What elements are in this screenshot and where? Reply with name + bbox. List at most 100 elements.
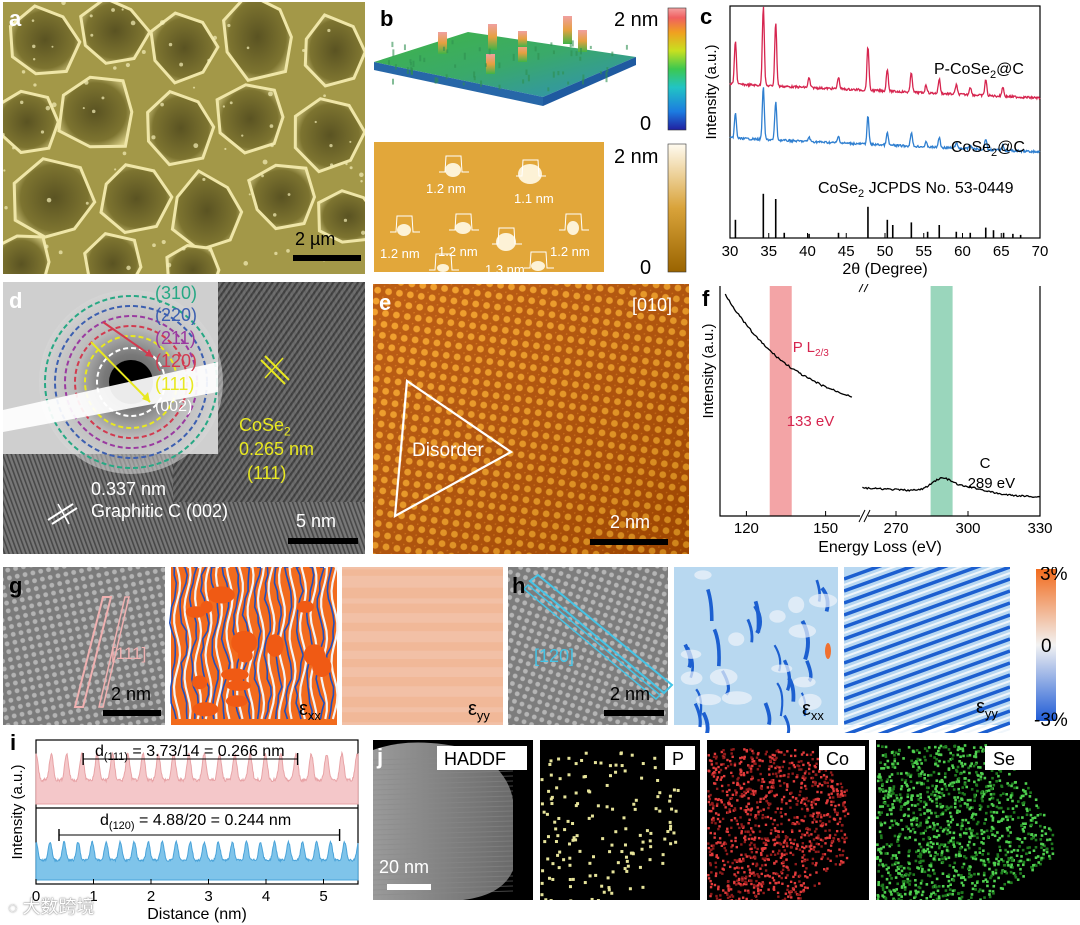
eds-dot-p bbox=[571, 822, 575, 826]
eds-dot-se bbox=[920, 781, 923, 785]
ring-label-211: (211) bbox=[155, 328, 196, 348]
haadf-stripe bbox=[373, 785, 514, 791]
axis-break-mark bbox=[858, 509, 866, 523]
eds-dot-se bbox=[1048, 857, 1052, 860]
eds-dot-se bbox=[956, 748, 960, 752]
y-axis-label: Intensity (a.u.) bbox=[700, 323, 717, 418]
eds-dot-se bbox=[986, 784, 990, 788]
eds-dot-se bbox=[997, 820, 1001, 824]
eds-dot-se bbox=[980, 832, 984, 836]
strain-blob bbox=[303, 644, 326, 666]
eds-dot-se bbox=[938, 780, 942, 784]
eds-dot-co bbox=[746, 812, 749, 816]
eds-dot-se bbox=[910, 796, 913, 800]
eds-dot-se bbox=[970, 834, 974, 838]
eds-dot-co bbox=[723, 863, 726, 867]
eds-dot-co bbox=[733, 858, 737, 862]
eds-dot-co bbox=[777, 771, 781, 774]
strain-light bbox=[696, 693, 722, 706]
panel-label-f: f bbox=[702, 286, 710, 311]
eds-dot-co bbox=[821, 855, 824, 859]
eds-dot-co bbox=[723, 841, 726, 844]
eds-dot-se bbox=[919, 821, 922, 825]
eds-dot-se bbox=[1012, 872, 1016, 875]
eds-dot-se bbox=[952, 866, 955, 869]
strain-contour bbox=[283, 567, 293, 720]
eds-dot-se bbox=[959, 876, 963, 880]
eds-dot-se bbox=[988, 797, 992, 801]
eds-dot-se bbox=[965, 785, 969, 789]
eds-dot-co bbox=[801, 864, 805, 867]
x-tick-label: 35 bbox=[760, 243, 777, 260]
eds-dot-co bbox=[744, 880, 747, 884]
eds-dot-co bbox=[708, 861, 712, 865]
eds-dot-p bbox=[669, 842, 673, 846]
eds-dot-co bbox=[755, 817, 758, 820]
eds-dot-co bbox=[833, 808, 836, 811]
eds-dot-co bbox=[723, 803, 726, 806]
eds-dot-se bbox=[978, 851, 982, 854]
eds-dot-se bbox=[914, 850, 918, 854]
eds-dot-se bbox=[953, 845, 956, 848]
eds-dot-co bbox=[789, 851, 792, 855]
eds-dot-co bbox=[780, 854, 784, 858]
eds-dot-co bbox=[740, 830, 743, 833]
eds-dot-co bbox=[742, 782, 746, 786]
eds-dot-se bbox=[876, 843, 879, 846]
eds-dot-co bbox=[714, 782, 717, 785]
eds-dot-se bbox=[1036, 806, 1040, 810]
eds-dot-co bbox=[829, 771, 833, 774]
eds-dot-se bbox=[895, 869, 898, 872]
eds-dot-co bbox=[794, 754, 797, 758]
eds-dot-co bbox=[792, 875, 795, 879]
eds-dot-se bbox=[903, 781, 907, 785]
eds-dot-se bbox=[984, 878, 988, 882]
eds-dot-co bbox=[788, 767, 791, 770]
eds-dot-co bbox=[757, 892, 760, 895]
eds-dot-co bbox=[805, 753, 809, 757]
eds-dot-co bbox=[839, 793, 843, 796]
eds-dot-se bbox=[1039, 813, 1042, 816]
eds-dot-se bbox=[943, 782, 947, 786]
eds-dot-se bbox=[1009, 831, 1012, 834]
eds-dot-se bbox=[1030, 833, 1033, 836]
eds-dot-se bbox=[906, 800, 910, 803]
eds-dot-co bbox=[747, 808, 750, 811]
eds-dot-se bbox=[884, 794, 887, 798]
sem-particle bbox=[229, 101, 233, 105]
eds-dot-co bbox=[715, 804, 719, 807]
eds-dot-co bbox=[784, 813, 787, 816]
strain-yy-label: εyy bbox=[976, 696, 998, 721]
eds-dot-se bbox=[1018, 838, 1022, 841]
eds-dot-co bbox=[732, 809, 736, 812]
eds-dot-se bbox=[990, 874, 993, 878]
sem-particle bbox=[329, 144, 333, 148]
afm-height-profile bbox=[429, 253, 459, 271]
eds-dot-se bbox=[977, 774, 980, 777]
eds-dot-co bbox=[749, 769, 753, 773]
sem-particle bbox=[121, 8, 124, 11]
panel-i-profile-chart: 0 1 2 3 4 5 Distance (nm) Intensity (a.u.) i d(… bbox=[0, 732, 372, 925]
eds-dot-se bbox=[927, 816, 931, 820]
afm-noise bbox=[569, 42, 572, 48]
eds-dot-se bbox=[1001, 887, 1004, 890]
eds-dot-co bbox=[755, 850, 758, 854]
eds-dot-co bbox=[769, 802, 772, 806]
eds-dot-co bbox=[829, 859, 832, 862]
strain-stripe bbox=[843, 589, 1011, 653]
eds-dot-se bbox=[947, 823, 950, 827]
eds-dot-co bbox=[719, 894, 722, 897]
eds-dot-se bbox=[884, 863, 888, 867]
eds-dot-co bbox=[707, 754, 710, 757]
eds-dot-se bbox=[910, 794, 914, 797]
eds-dot-se bbox=[1034, 821, 1038, 824]
eds-dot-p bbox=[676, 788, 680, 792]
eels-band-p bbox=[769, 286, 792, 516]
eds-dot-co bbox=[817, 850, 820, 853]
eds-dot-co bbox=[789, 845, 793, 849]
eds-dot-p bbox=[590, 814, 594, 818]
strain-divider bbox=[1010, 567, 1034, 727]
eds-dot-se bbox=[926, 790, 929, 794]
eds-dot-co bbox=[804, 787, 808, 791]
eds-dot-se bbox=[1021, 801, 1025, 805]
